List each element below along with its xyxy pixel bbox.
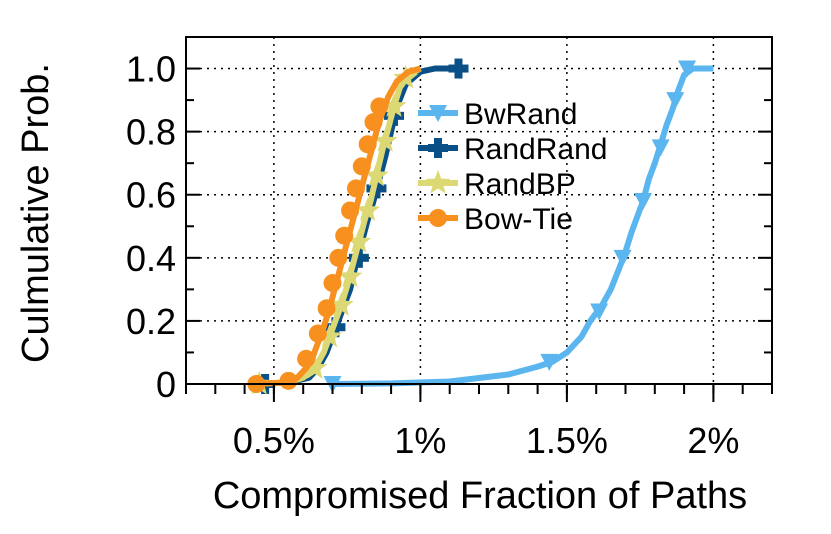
legend-label: BwRand: [464, 98, 577, 131]
triangle-down-marker: [634, 193, 653, 211]
series-bwrand: [323, 60, 714, 393]
circle-marker: [429, 209, 447, 227]
triangle-down-marker: [678, 60, 697, 78]
circle-marker: [352, 157, 371, 176]
star-marker: [302, 355, 328, 379]
circle-marker: [297, 349, 316, 368]
x-tick-label: 1%: [394, 420, 446, 461]
circle-marker: [308, 324, 327, 343]
legend-item-randrand: RandRand: [418, 133, 607, 166]
legend-label: RandBP: [464, 168, 576, 201]
y-tick-label: 0.8: [126, 112, 176, 153]
legend-item-bow-tie: Bow-Tie: [418, 203, 573, 236]
legend-label: Bow-Tie: [464, 203, 573, 236]
plus-marker-v: [454, 58, 463, 79]
circle-marker: [279, 371, 298, 390]
circle-marker: [341, 201, 360, 220]
series-layer: [246, 58, 714, 395]
series-randbp: [246, 65, 422, 395]
x-tick-label: 1.5%: [526, 420, 608, 461]
triangle-down-marker: [666, 92, 685, 110]
star-marker: [317, 323, 342, 348]
star-marker: [381, 93, 407, 117]
star-marker: [355, 197, 380, 221]
x-tick-label: 2%: [687, 420, 739, 461]
plus-marker-v: [354, 247, 363, 268]
grid-lines: [186, 37, 772, 384]
circle-marker: [323, 274, 342, 293]
y-tick-label: 1.0: [126, 49, 176, 90]
triangle-down-marker: [429, 105, 447, 122]
plus-marker-v: [434, 138, 442, 158]
star-marker: [372, 128, 398, 152]
y-axis-title: Culmulative Prob.: [15, 63, 57, 363]
star-marker: [346, 229, 372, 253]
star-marker: [328, 292, 354, 316]
legend-item-randbp: RandBP: [418, 168, 576, 201]
y-tick-label: 0.2: [126, 301, 176, 342]
triangle-down-marker: [590, 303, 609, 321]
circle-marker: [335, 226, 354, 245]
legend-item-bwrand: BwRand: [418, 98, 577, 131]
circle-marker: [364, 113, 383, 132]
x-axis-title: Compromised Fraction of Paths: [213, 475, 747, 517]
triangle-down-marker: [651, 139, 670, 157]
y-tick-label: 0.6: [126, 175, 176, 216]
circle-marker: [329, 248, 348, 267]
star-marker: [364, 162, 389, 187]
triangle-down-marker: [540, 353, 559, 371]
y-tick-label: 0.4: [126, 238, 176, 279]
circle-marker: [370, 97, 389, 116]
circle-marker: [317, 299, 336, 318]
circle-marker: [346, 179, 365, 198]
x-tick-label: 0.5%: [233, 420, 315, 461]
star-marker: [337, 263, 363, 288]
triangle-down-marker: [613, 249, 632, 267]
y-tick-label: 0: [156, 364, 176, 405]
star-marker: [425, 170, 451, 194]
axis-ticks: 0 0.2 0.4 0.6 0.8 1.0 0.5% 1% 1.5% 2%: [126, 36, 773, 461]
legend-label: RandRand: [464, 133, 607, 166]
series-bow-tie: [247, 65, 422, 393]
circle-marker: [358, 135, 377, 154]
